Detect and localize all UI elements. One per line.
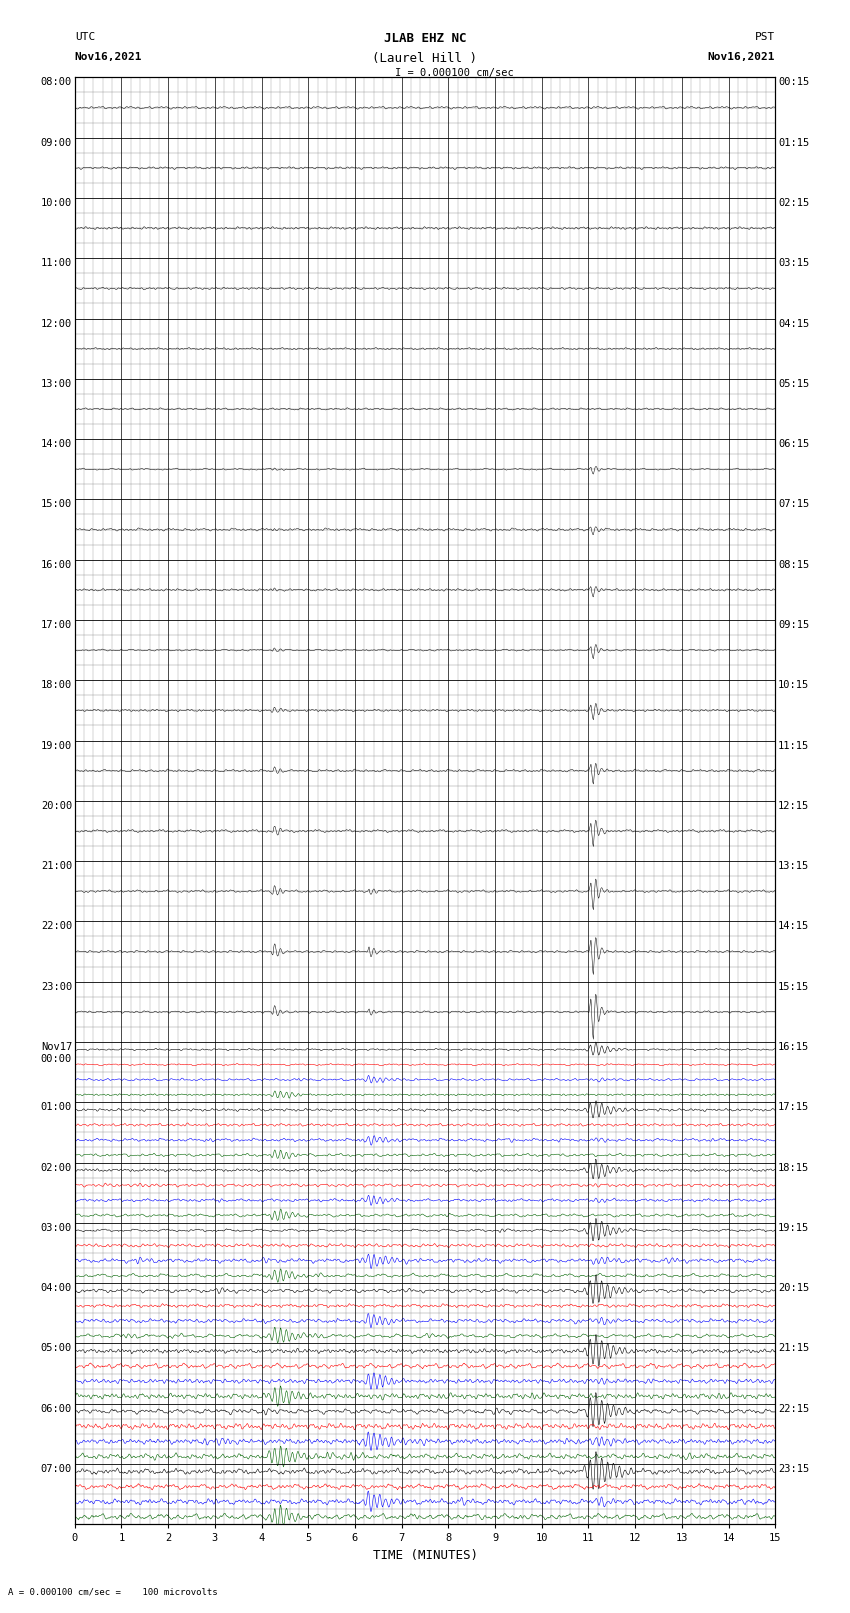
X-axis label: TIME (MINUTES): TIME (MINUTES) — [372, 1548, 478, 1561]
Text: JLAB EHZ NC: JLAB EHZ NC — [383, 32, 467, 45]
Text: PST: PST — [755, 32, 775, 42]
Text: I = 0.000100 cm/sec: I = 0.000100 cm/sec — [395, 68, 514, 77]
Text: Nov16,2021: Nov16,2021 — [708, 52, 775, 61]
Text: (Laurel Hill ): (Laurel Hill ) — [372, 52, 478, 65]
Text: Nov16,2021: Nov16,2021 — [75, 52, 142, 61]
Text: UTC: UTC — [75, 32, 95, 42]
Text: A = 0.000100 cm/sec =    100 microvolts: A = 0.000100 cm/sec = 100 microvolts — [8, 1587, 218, 1597]
